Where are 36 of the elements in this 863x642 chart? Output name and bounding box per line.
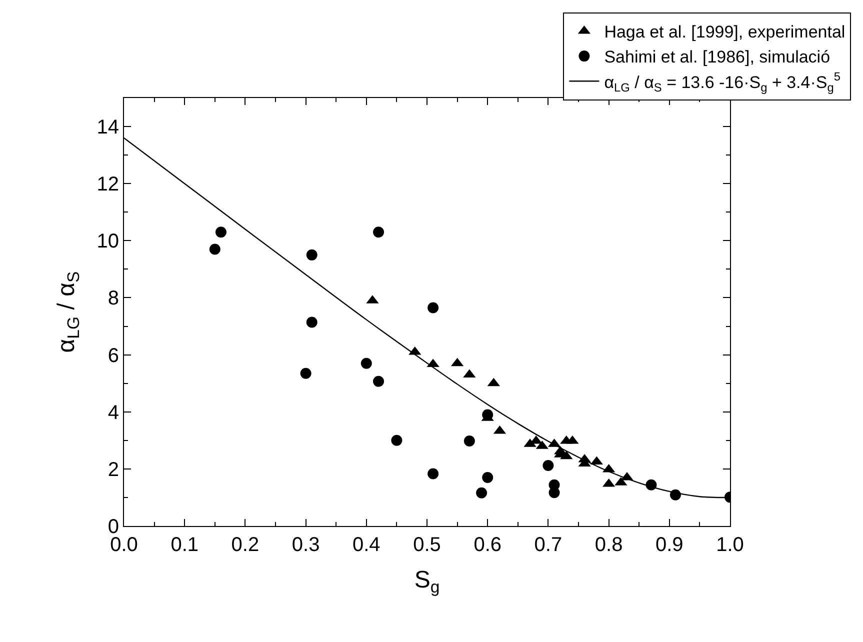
point [428,468,439,480]
y-tick-label: 6 [108,344,119,367]
point [428,302,439,314]
x-tick-label: 0.9 [655,534,684,556]
point [482,472,494,483]
point [300,368,312,379]
legend-label: Sahimi et al. [1986], simulació [604,48,830,67]
point [476,487,488,498]
point [464,435,475,446]
point [373,376,384,387]
point [391,434,402,446]
x-tick-label: 0.6 [474,534,502,556]
y-tick-label: 4 [108,402,119,424]
legend-label: Haga et al. [1999], experimental [604,22,846,42]
x-axis-title: S$_{g}$ [414,566,440,596]
x-tick-label: 0.7 [534,534,562,556]
x-tick-label: 0.5 [413,534,441,556]
y-tick-label: 2 [108,458,119,481]
point [542,460,554,472]
y-tick-label: 10 [96,230,119,253]
x-tick-label: 0.2 [231,534,260,556]
y-tick-label: 8 [108,288,119,310]
point [306,249,318,260]
point [306,316,318,328]
point [215,226,226,238]
point [548,487,560,498]
point [373,226,384,238]
x-tick-label: 0.4 [352,534,380,556]
x-tick-label: 0.1 [170,534,199,556]
point [360,358,372,369]
x-tick-label: 0.3 [292,534,320,556]
y-tick-label: 14 [96,116,119,139]
x-tick-label: 0.8 [594,534,623,556]
y-tick-label: 12 [96,174,119,196]
x-tick-label: 1.0 [716,534,744,556]
point [209,244,220,255]
